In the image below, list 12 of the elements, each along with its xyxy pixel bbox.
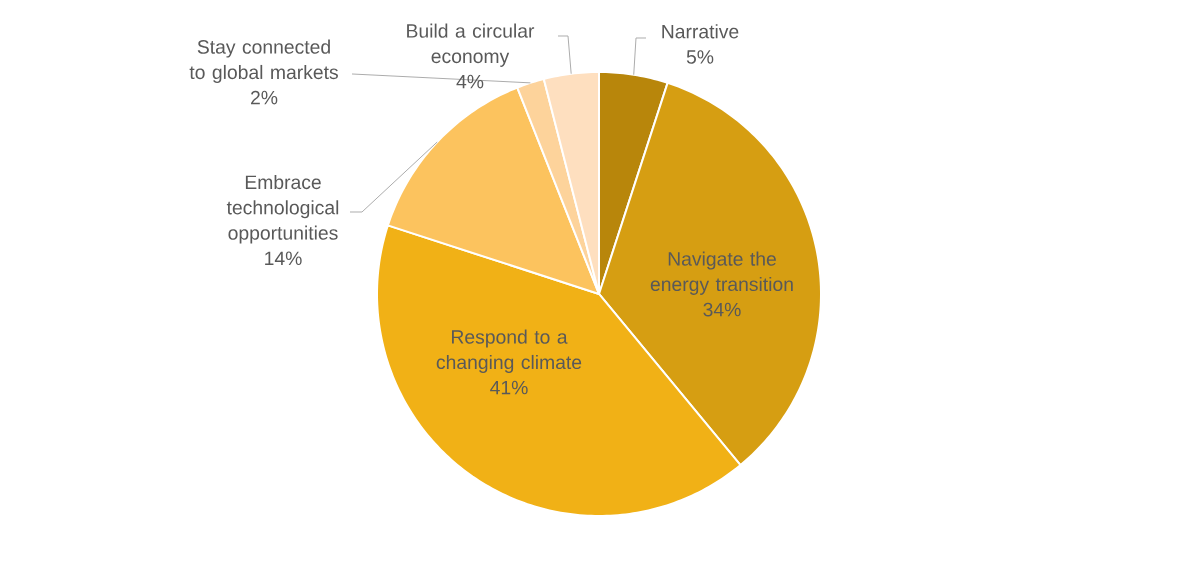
data-label: 5% bbox=[686, 50, 714, 64]
data-label: 4% bbox=[456, 74, 484, 89]
data-label: 41% bbox=[490, 380, 528, 395]
data-label: 34% bbox=[703, 302, 741, 317]
data-label: 14% bbox=[265, 251, 302, 266]
slice-label: Embrace technological opportunities bbox=[226, 174, 339, 244]
slice-label: Build a circular economy bbox=[407, 23, 535, 67]
data-label: 2% bbox=[251, 90, 278, 105]
slice-label: Navigate the energy transition bbox=[650, 251, 793, 295]
slice-label: Stay connected to global markets bbox=[189, 39, 338, 83]
slice-label: Narrative bbox=[662, 24, 739, 39]
slice-label: Respond to a changing climate bbox=[436, 329, 582, 373]
